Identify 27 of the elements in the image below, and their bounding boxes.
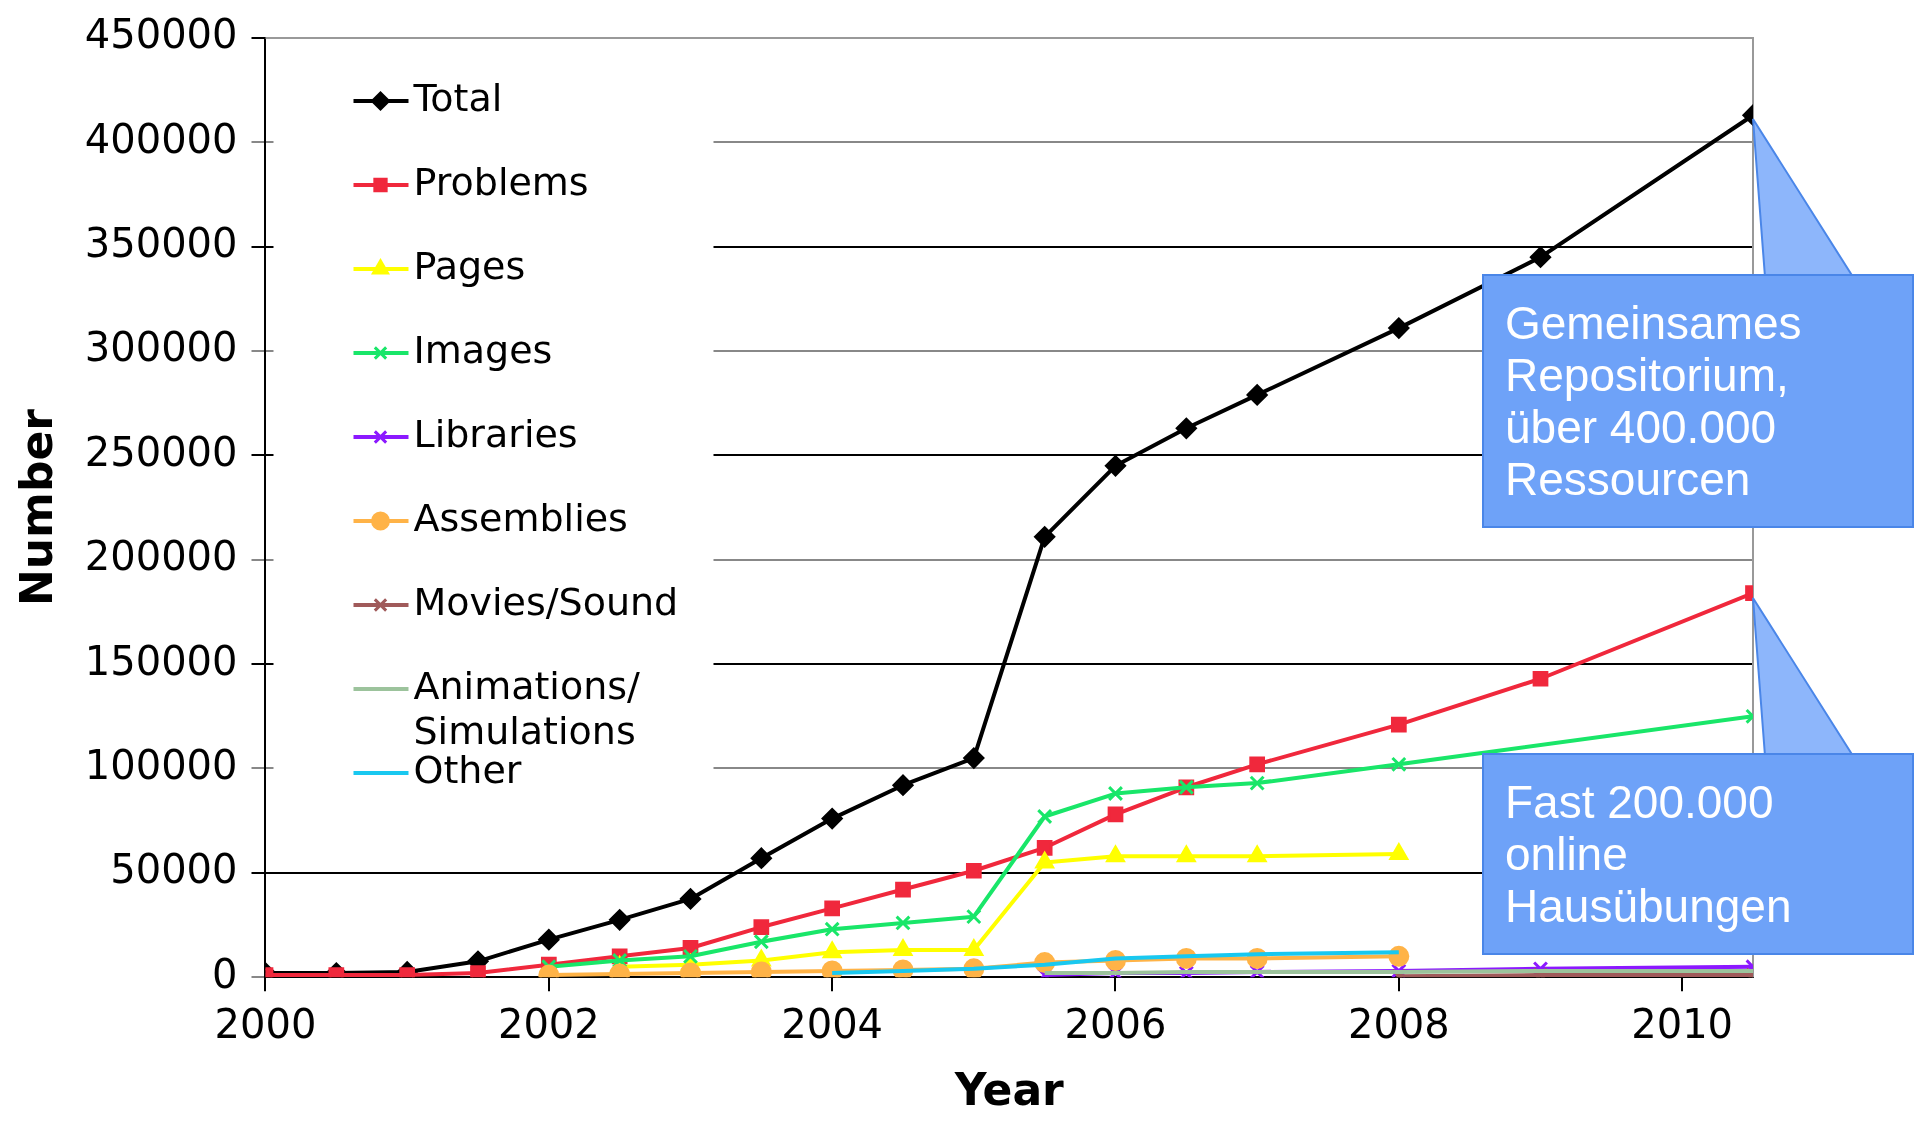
legend-label: Movies/Sound: [413, 579, 679, 624]
legend-label: Total: [412, 75, 503, 120]
y-tick-label: 450000: [84, 11, 238, 58]
y-tick-label: 0: [212, 950, 238, 997]
legend-label: Pages: [413, 243, 526, 288]
x-tick-label: 2006: [1064, 1000, 1167, 1047]
y-tick-label: 150000: [84, 637, 238, 684]
y-tick-label: 350000: [84, 220, 238, 267]
y-tick-label: 50000: [110, 846, 238, 893]
legend-label: Problems: [413, 159, 589, 204]
x-tick-label: 2004: [781, 1000, 884, 1047]
x-tick-label: 2008: [1347, 1000, 1450, 1047]
annotation: Gemeinsames Repositorium, über 400.000 Ressourcen: [1505, 297, 1802, 505]
y-tick-label: 250000: [84, 428, 238, 475]
x-tick-label: 2002: [497, 1000, 600, 1047]
x-axis-title: Year: [953, 1064, 1065, 1116]
legend-label: Assemblies: [413, 495, 628, 540]
y-tick-label: 400000: [84, 115, 238, 162]
y-axis-title: Number: [10, 408, 62, 607]
legend-label: Libraries: [413, 411, 578, 456]
x-tick-label: 2000: [214, 1000, 317, 1047]
y-tick-label: 100000: [84, 741, 238, 788]
y-tick-label: 300000: [84, 324, 238, 371]
y-tick-label: 200000: [84, 533, 238, 580]
legend-label: Images: [413, 327, 553, 372]
annotation: Fast 200.000 online Hausübungen: [1505, 776, 1792, 932]
x-tick-label: 2010: [1631, 1000, 1734, 1047]
